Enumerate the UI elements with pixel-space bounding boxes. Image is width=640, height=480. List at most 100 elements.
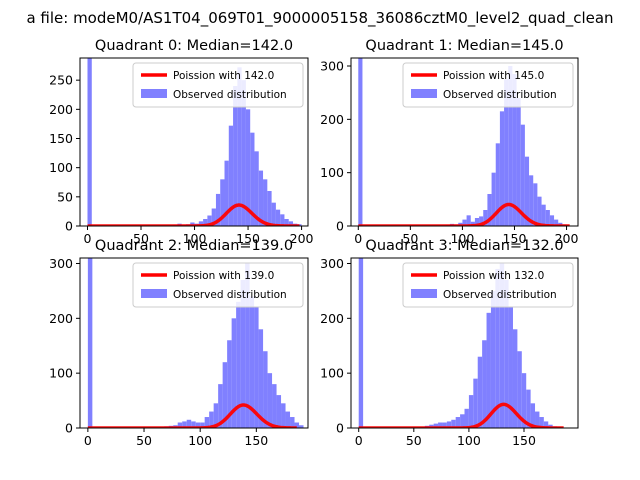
histogram-bar: [358, 258, 364, 428]
legend-label-poisson: Poission with 132.0: [443, 270, 544, 282]
x-tick-label: 150: [236, 231, 260, 246]
histogram-bar: [203, 219, 208, 226]
y-tick-label: 200: [320, 311, 344, 326]
histogram-bar: [284, 219, 289, 226]
subplot-title: Quadrant 1: Median=145.0: [365, 38, 563, 54]
legend-label-observed: Observed distribution: [443, 289, 557, 301]
histogram-bar: [191, 421, 196, 428]
legend-bar-swatch: [141, 89, 167, 98]
histogram-bar: [258, 329, 264, 428]
histogram-bar: [517, 351, 522, 428]
plot-area: [357, 58, 571, 226]
histogram-bar: [438, 422, 443, 428]
histogram-bar: [474, 218, 480, 226]
y-tick-label: 200: [49, 102, 73, 117]
histogram-bar: [227, 340, 232, 428]
y-tick-label: 100: [49, 366, 73, 381]
legend-bar-swatch: [411, 89, 437, 98]
histogram-bar: [254, 307, 259, 428]
histogram-bar: [254, 151, 259, 226]
histogram-bar: [462, 219, 467, 226]
y-tick-label: 50: [57, 189, 73, 204]
histogram-bar: [245, 263, 250, 428]
histogram-bar: [258, 170, 264, 226]
legend-label-observed: Observed distribution: [173, 289, 287, 301]
y-tick-label: 0: [336, 219, 344, 234]
histogram-bar: [182, 421, 187, 428]
subplot-quadrant-3: 0 50 100 150 0 100 200 300 Quadrant 3: Median=13…: [320, 238, 579, 448]
histogram-bar: [290, 417, 295, 428]
histogram-bar: [545, 210, 550, 226]
histogram-bar: [446, 421, 452, 428]
histogram-bar: [508, 66, 513, 226]
histogram-bar: [263, 179, 268, 226]
x-tick-label: 50: [133, 231, 149, 246]
x-tick-label: 50: [406, 433, 422, 448]
histogram-bar: [294, 422, 300, 428]
legend-label-poisson: Poission with 142.0: [173, 70, 274, 82]
histogram-bar: [220, 179, 225, 226]
legend-label-observed: Observed distribution: [173, 89, 287, 101]
histogram-bar: [228, 125, 234, 226]
histogram-bar: [213, 403, 219, 428]
histogram-bar: [486, 312, 491, 428]
y-tick-label: 0: [336, 421, 344, 436]
histogram-bar: [495, 143, 500, 226]
y-tick-label: 0: [65, 421, 73, 436]
histogram-bar: [249, 296, 255, 428]
figure-suptitle: a file: modeM0/AS1T04_069T01_9000005158_…: [26, 9, 613, 28]
histogram-bar: [186, 419, 192, 428]
histogram-bar: [483, 210, 488, 226]
histogram-bar: [204, 417, 210, 428]
histogram-bar: [263, 351, 268, 428]
histogram-bar: [231, 318, 237, 428]
histogram-bar: [233, 86, 238, 226]
x-tick-label: 0: [354, 231, 362, 246]
histogram-bar: [473, 378, 478, 428]
histogram-bar: [554, 219, 559, 226]
histogram-bar: [177, 422, 183, 428]
histogram-bar: [504, 279, 509, 428]
histogram-bar: [451, 419, 456, 428]
histogram-bar: [530, 403, 536, 428]
y-tick-label: 100: [49, 160, 73, 175]
histogram-bar: [209, 411, 214, 428]
histogram-bar: [537, 196, 542, 226]
histogram-bar: [508, 307, 513, 428]
histogram-bar: [470, 221, 475, 226]
x-tick-label: 150: [512, 433, 536, 448]
histogram-bar: [222, 362, 228, 428]
x-tick-label: 100: [188, 433, 212, 448]
histogram-bar: [490, 290, 496, 428]
histogram-bar: [267, 191, 272, 226]
histogram-bar: [482, 340, 487, 428]
histogram-bar: [236, 301, 241, 428]
subplot-quadrant-0: 0 50 100 150 200 0 50 100 150 200 250 Quadrant 0: M…: [49, 38, 313, 246]
legend-bar-swatch: [411, 289, 437, 298]
histogram-bar: [241, 80, 246, 226]
histogram-bar: [495, 268, 500, 428]
histogram-bar: [512, 74, 517, 226]
histogram-bar: [198, 221, 204, 226]
histogram-bar: [543, 421, 549, 428]
y-tick-label: 300: [49, 256, 73, 271]
histogram-bar: [526, 389, 531, 428]
histogram-bar: [524, 156, 530, 226]
histogram-bar: [288, 221, 294, 226]
histogram-bar: [272, 384, 277, 428]
y-tick-label: 150: [49, 131, 73, 146]
subplot-title: Quadrant 0: Median=142.0: [95, 38, 293, 54]
y-tick-label: 200: [320, 112, 344, 127]
axes-frame: [350, 57, 579, 227]
histogram-bar: [271, 202, 276, 226]
legend-box: [402, 262, 574, 308]
histogram-bar: [358, 58, 363, 226]
y-tick-label: 100: [320, 366, 344, 381]
legend-label-observed: Observed distribution: [443, 89, 557, 101]
x-tick-label: 100: [450, 231, 474, 246]
legend-box: [132, 262, 304, 308]
histogram-bar: [477, 356, 483, 428]
y-tick-label: 300: [320, 256, 344, 271]
histogram-bar: [87, 258, 93, 428]
histogram-bar: [455, 417, 461, 428]
